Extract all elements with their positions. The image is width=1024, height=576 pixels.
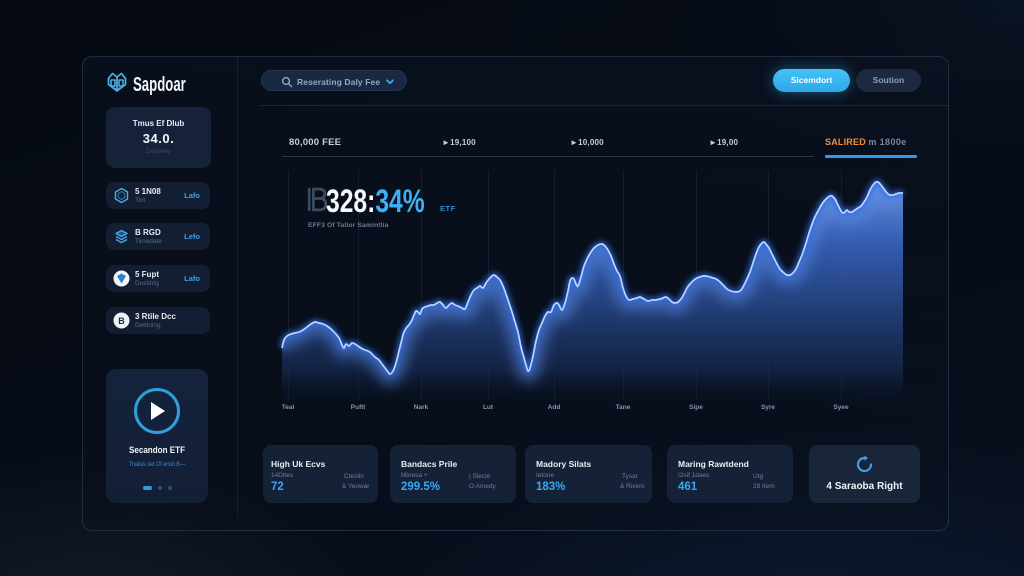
svg-text:B: B bbox=[118, 316, 125, 326]
